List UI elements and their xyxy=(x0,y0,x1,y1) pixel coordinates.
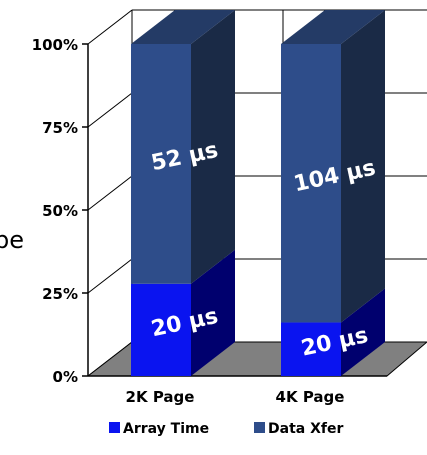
bar-top-face xyxy=(131,10,235,44)
bar-side-array-time xyxy=(191,249,235,376)
bar-data-xfer xyxy=(281,44,341,323)
clipped-side-text: pe xyxy=(0,226,24,254)
y-tick-label: 25% xyxy=(42,285,78,303)
bar-array-time xyxy=(131,283,191,376)
bar-side-data-xfer xyxy=(191,10,235,284)
bar-array-time xyxy=(281,322,341,376)
x-tick-label: 2K Page xyxy=(126,388,195,406)
gridline-side xyxy=(87,9,133,45)
x-tick-label: 4K Page xyxy=(276,388,345,406)
bar-data-xfer xyxy=(131,44,191,284)
legend-label: Data Xfer xyxy=(268,421,343,437)
y-tick-label: 0% xyxy=(53,368,78,386)
bar-top-face xyxy=(281,10,385,44)
gridline-side xyxy=(87,258,133,294)
bar-side-array-time xyxy=(341,288,385,376)
y-tick-label: 100% xyxy=(32,36,78,54)
bar-side-data-xfer xyxy=(341,10,385,323)
y-tick-label: 50% xyxy=(42,202,78,220)
gridline-side xyxy=(87,92,133,128)
legend-swatch xyxy=(109,422,120,433)
y-tick-label: 75% xyxy=(42,119,78,137)
gridline-side xyxy=(87,175,133,211)
legend-swatch xyxy=(254,422,265,433)
legend-label: Array Time xyxy=(123,421,209,437)
